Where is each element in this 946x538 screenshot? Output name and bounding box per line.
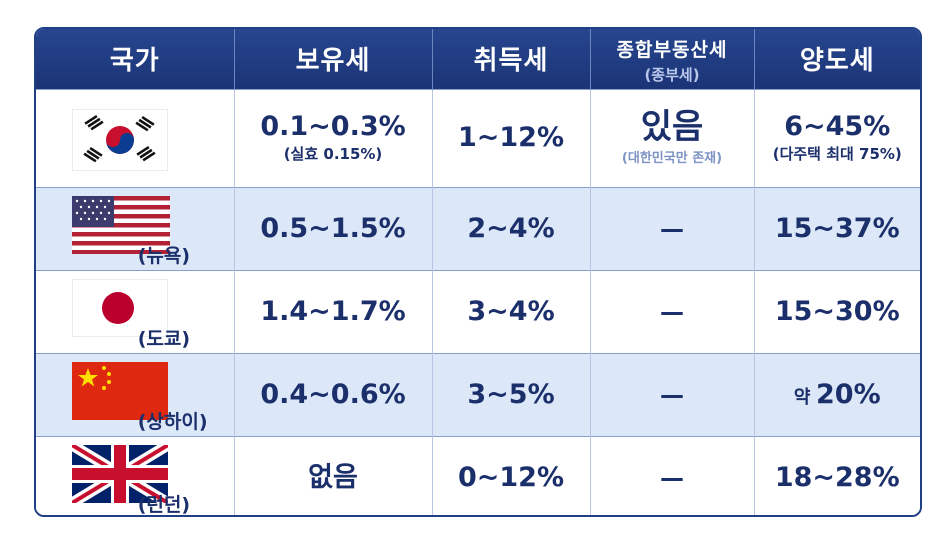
table-row: (뉴욕) 0.5~1.5% 2~4% — 15~37%: [36, 186, 920, 270]
flag-container: (도쿄): [60, 275, 210, 350]
acquisition-tax-cell: 1~12%: [431, 88, 590, 187]
holding-tax-cell: 0.4~0.6%: [233, 352, 432, 436]
uk-flag-icon: [71, 444, 168, 503]
transfer-tax-value: 15~37%: [774, 212, 900, 244]
header-comprehensive-label: 종합부동산세: [616, 38, 728, 61]
header-transfer-tax: 양도세: [753, 29, 920, 89]
comprehensive-tax-cell: —: [589, 352, 754, 436]
transfer-tax-value: 18~28%: [774, 461, 900, 493]
comprehensive-tax-value: —: [660, 297, 684, 326]
country-cell: (런던): [36, 435, 234, 515]
acquisition-tax-value: 2~4%: [467, 212, 555, 244]
city-label: (상하이): [137, 410, 208, 433]
holding-tax-note: (실효 0.15%): [283, 145, 383, 164]
comprehensive-tax-value: —: [660, 380, 684, 409]
acquisition-tax-value: 3~4%: [467, 295, 555, 327]
flag-container: (상하이): [60, 358, 210, 433]
country-cell: (도쿄): [36, 269, 234, 353]
country-cell: (뉴욕): [36, 186, 234, 270]
acquisition-tax-cell: 0~12%: [431, 435, 590, 515]
flag-container: (뉴욕): [60, 192, 210, 267]
holding-tax-value: 0.5~1.5%: [260, 212, 406, 244]
transfer-tax-cell: 15~30%: [753, 269, 920, 353]
acquisition-tax-value: 0~12%: [457, 461, 565, 493]
flag-container: [60, 101, 210, 171]
usa-flag-icon: [71, 195, 170, 254]
comprehensive-tax-cell: —: [589, 186, 754, 270]
acquisition-tax-cell: 3~5%: [431, 352, 590, 436]
country-cell: [36, 88, 234, 187]
flag-container: (런던): [60, 441, 210, 515]
holding-tax-cell: 1.4~1.7%: [233, 269, 432, 353]
holding-tax-cell: 0.5~1.5%: [233, 186, 432, 270]
holding-tax-cell: 없음: [233, 435, 432, 515]
transfer-tax-value: 15~30%: [774, 295, 900, 327]
comprehensive-tax-value: 있음: [640, 106, 704, 147]
comprehensive-tax-cell: —: [589, 435, 754, 515]
transfer-tax-cell: 6~45% (다주택 최대 75%): [753, 88, 920, 187]
comprehensive-tax-value: —: [660, 463, 684, 492]
comprehensive-tax-cell: —: [589, 269, 754, 353]
acquisition-tax-cell: 3~4%: [431, 269, 590, 353]
table-row: (런던) 없음 0~12% — 18~28%: [36, 435, 920, 515]
tax-comparison-table-frame: 국가 보유세 취득세 종합부동산세 (종부세) 양도세: [34, 27, 922, 517]
table-row: (도쿄) 1.4~1.7% 3~4% — 15~30%: [36, 269, 920, 353]
south-korea-flag-icon: [71, 109, 168, 171]
tax-comparison-table: 국가 보유세 취득세 종합부동산세 (종부세) 양도세: [36, 29, 920, 515]
acquisition-tax-value: 3~5%: [467, 378, 555, 410]
holding-tax-value: 0.4~0.6%: [260, 378, 406, 410]
comprehensive-tax-cell: 있음 (대한민국만 존재): [589, 88, 754, 187]
japan-flag-icon: [71, 278, 168, 337]
table-row: (상하이) 0.4~0.6% 3~5% — 약 20%: [36, 352, 920, 436]
comprehensive-tax-note: (대한민국만 존재): [621, 151, 723, 167]
transfer-tax-cell: 15~37%: [753, 186, 920, 270]
transfer-tax-note: (다주택 최대 75%): [772, 145, 902, 164]
holding-tax-cell: 0.1~0.3% (실효 0.15%): [233, 88, 432, 187]
city-label: (뉴욕): [137, 244, 191, 267]
city-label: (런던): [137, 493, 191, 516]
city-label: (도쿄): [137, 327, 191, 350]
header-acquisition-tax: 취득세: [431, 29, 590, 89]
transfer-tax-value: 20%: [816, 379, 881, 410]
header-comprehensive-sublabel: (종부세): [644, 65, 700, 84]
header-holding-tax: 보유세: [233, 29, 432, 89]
transfer-tax-cell: 약 20%: [753, 352, 920, 436]
transfer-tax-prefix: 약: [793, 387, 811, 408]
holding-tax-value: 0.1~0.3%: [260, 110, 406, 142]
comprehensive-tax-value: —: [660, 214, 684, 243]
acquisition-tax-value: 1~12%: [457, 122, 565, 154]
holding-tax-value: 1.4~1.7%: [260, 295, 406, 327]
transfer-tax-cell: 18~28%: [753, 435, 920, 515]
header-country: 국가: [36, 29, 234, 89]
transfer-tax-value: 6~45%: [784, 110, 891, 142]
china-flag-icon: [71, 361, 168, 420]
country-cell: (상하이): [36, 352, 234, 436]
header-row: 국가 보유세 취득세 종합부동산세 (종부세) 양도세: [36, 29, 920, 89]
header-comprehensive-tax: 종합부동산세 (종부세): [589, 29, 754, 89]
acquisition-tax-cell: 2~4%: [431, 186, 590, 270]
table-row: 0.1~0.3% (실효 0.15%) 1~12% 있음 (대한민국만 존재) …: [36, 88, 920, 187]
holding-tax-value: 없음: [308, 461, 358, 493]
